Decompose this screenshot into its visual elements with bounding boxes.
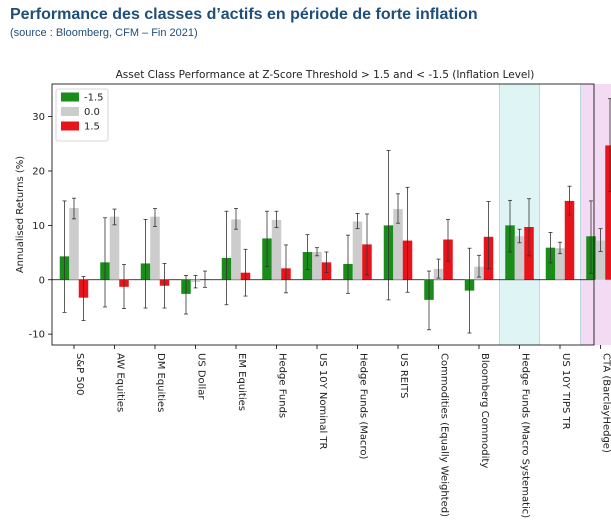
legend-swatch: [61, 92, 79, 102]
y-tick-label: 10: [32, 221, 45, 232]
legend-label: -1.5: [84, 93, 104, 104]
x-tick-label: DM Equities: [155, 353, 166, 412]
highlight-band: [499, 84, 540, 345]
x-tick-label: US 10Y Nominal TR: [317, 353, 328, 450]
bar-neutral: [595, 240, 606, 280]
x-tick-label: Hedge Funds: [277, 353, 288, 418]
plot-frame: [51, 83, 595, 346]
page-subtitle: (source : Bloomberg, CFM – Fin 2021): [10, 27, 198, 39]
x-tick-label: Hedge Funds (Macro Systematic): [520, 353, 531, 518]
x-tick-label: US Dollar: [196, 353, 207, 400]
bar-neg: [545, 247, 556, 280]
x-tick-label: CTA (BarclayHedge): [601, 353, 611, 453]
y-tick-label: 0: [39, 275, 45, 286]
page-title: Performance des classes d’actifs en péri…: [10, 6, 478, 23]
bar-neutral: [312, 252, 322, 280]
bar-pos: [564, 200, 575, 280]
bar-neutral: [69, 207, 79, 280]
y-tick-label: 30: [32, 112, 45, 123]
y-axis-label: Annualised Returns (%): [15, 156, 26, 273]
legend-swatch: [61, 107, 79, 116]
x-tick-label: Commodities (Equally Weighted): [439, 353, 450, 517]
plot-area: -10 0 10 20 30 Annualised Returns (%) S&P 500 A…: [15, 83, 611, 518]
legend-label: 1.5: [84, 122, 100, 133]
bar-neutral: [271, 219, 282, 280]
x-tick-label: US REITS: [398, 353, 409, 399]
bar-neutral: [109, 216, 120, 280]
x-tick-label: S&P 500: [74, 353, 85, 395]
bar-neutral: [352, 221, 363, 280]
legend: -1.5 0.0 1.5: [55, 88, 109, 142]
bar-pos: [605, 145, 611, 280]
chart-title: Asset Class Performance at Z-Score Thres…: [116, 69, 535, 81]
bar-neutral: [514, 236, 525, 280]
bar-neutral: [150, 216, 160, 280]
y-tick-label: 20: [32, 167, 45, 178]
bar-neutral: [555, 248, 565, 280]
legend-swatch: [61, 121, 79, 131]
y-tick-label: -10: [29, 330, 45, 341]
x-tick-label: AW Equities: [115, 353, 126, 412]
bar-neutral: [393, 209, 403, 280]
bar-neg: [505, 225, 515, 280]
x-tick-label: Hedge Funds (Macro): [358, 353, 369, 459]
x-tick-label: Bloomberg Commodity: [479, 353, 490, 468]
bar-neutral: [231, 219, 241, 280]
legend-label: 0.0: [84, 107, 100, 118]
x-tick-label: US 10Y TIPS TR: [560, 353, 571, 430]
x-tick-label: EM Equities: [236, 353, 247, 411]
